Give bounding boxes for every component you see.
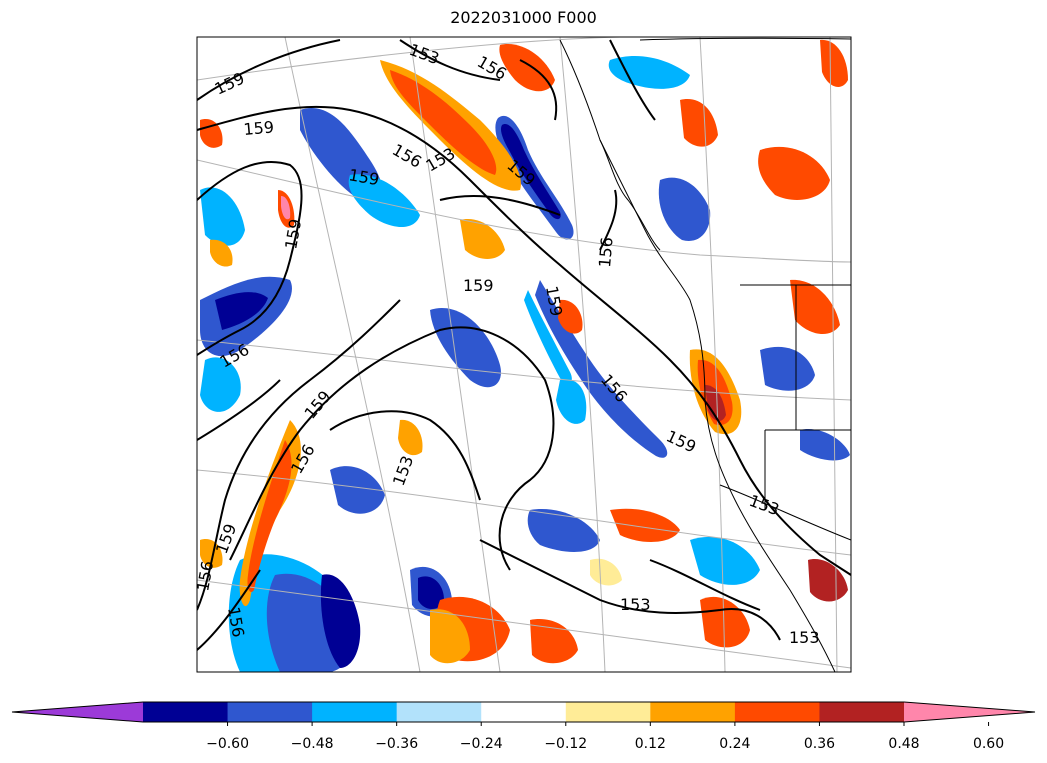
colorbar-tick-label: 0.60 bbox=[972, 736, 1005, 752]
field-blob bbox=[558, 299, 583, 334]
colorbar-tick-label: 0.12 bbox=[634, 736, 666, 752]
colorbar-segment bbox=[734, 702, 820, 722]
colorbar-tick-label: −0.36 bbox=[375, 736, 419, 752]
field-blob bbox=[200, 357, 241, 412]
field-blob bbox=[524, 290, 572, 384]
field-blob bbox=[680, 99, 718, 147]
colorbar-segment bbox=[650, 702, 736, 722]
colorbar-segment bbox=[565, 702, 651, 722]
colorbar-tick-label: −0.48 bbox=[290, 736, 334, 752]
field-blob bbox=[790, 279, 840, 335]
field-blob bbox=[590, 558, 622, 586]
contour-label: 153 bbox=[789, 628, 820, 647]
field-blob bbox=[281, 196, 291, 220]
field-blob bbox=[500, 124, 561, 220]
field-blob bbox=[535, 280, 668, 458]
field-blob bbox=[390, 70, 497, 175]
field-blob bbox=[527, 509, 600, 552]
field-blob bbox=[418, 576, 444, 609]
field-blob bbox=[430, 609, 470, 664]
colorbar-extend-min bbox=[12, 702, 143, 722]
field-blob bbox=[200, 187, 245, 246]
field-blob bbox=[556, 379, 587, 424]
map-frame bbox=[196, 36, 852, 673]
colorbar-tick-label: 0.36 bbox=[803, 736, 836, 752]
colorbar-segment bbox=[481, 702, 567, 722]
field-blob bbox=[808, 559, 848, 602]
filled-field bbox=[200, 39, 850, 672]
colorbar-outline bbox=[11, 701, 1036, 723]
map-area: 159 153 156 159 156 159 153 159 159 156 … bbox=[193, 37, 851, 672]
field-blob bbox=[398, 419, 423, 456]
map-title: 2022031000 F000 bbox=[450, 8, 597, 27]
field-blob bbox=[690, 536, 760, 585]
field-blob bbox=[608, 55, 690, 89]
contour-label: 156 bbox=[595, 236, 617, 268]
field-blob bbox=[460, 219, 505, 259]
field-blob bbox=[758, 146, 830, 200]
field-blob bbox=[499, 44, 555, 92]
graticule bbox=[197, 37, 851, 672]
field-blob bbox=[658, 177, 711, 241]
field-blob bbox=[820, 39, 848, 87]
colorbar-extend-max bbox=[904, 702, 1035, 722]
colorbar-tick-label: 0.48 bbox=[888, 736, 920, 752]
colorbar-tick-label: −0.24 bbox=[459, 736, 503, 752]
colorbar-tick-label: −0.60 bbox=[206, 736, 249, 752]
field-blob bbox=[610, 508, 680, 542]
field-blob bbox=[348, 174, 420, 228]
colorbar-segment bbox=[312, 702, 398, 722]
colorbar-segment bbox=[143, 702, 229, 722]
colorbar-tick-label: 0.24 bbox=[719, 736, 751, 752]
field-blob bbox=[800, 429, 850, 461]
contour-label: 156 bbox=[193, 559, 217, 592]
colorbar bbox=[11, 701, 1036, 726]
field-blob bbox=[200, 539, 223, 568]
colorbar-segment bbox=[227, 702, 313, 722]
field-blob bbox=[705, 385, 726, 422]
field-blob bbox=[760, 346, 815, 391]
field-blob bbox=[210, 239, 233, 267]
field-blob bbox=[200, 119, 223, 148]
contour-label: 159 bbox=[243, 117, 275, 139]
contour-label: 159 bbox=[463, 276, 494, 295]
field-blob bbox=[215, 292, 268, 330]
field-blob bbox=[330, 466, 385, 514]
contours bbox=[197, 39, 851, 651]
colorbar-segment bbox=[819, 702, 905, 722]
coastlines bbox=[559, 37, 851, 672]
contour-label: 153 bbox=[620, 595, 651, 614]
colorbar-tick-label: −0.12 bbox=[544, 736, 588, 752]
colorbar-segment bbox=[396, 702, 482, 722]
